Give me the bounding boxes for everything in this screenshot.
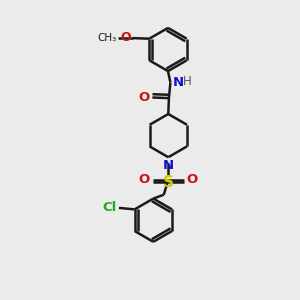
Text: CH₃: CH₃: [98, 33, 117, 43]
Text: O: O: [187, 173, 198, 186]
Text: O: O: [120, 31, 131, 44]
Text: O: O: [139, 173, 150, 186]
Text: N: N: [172, 76, 184, 89]
Text: N: N: [163, 159, 174, 172]
Text: O: O: [139, 91, 150, 104]
Text: S: S: [163, 175, 174, 190]
Text: H: H: [183, 75, 192, 88]
Text: Cl: Cl: [102, 201, 117, 214]
